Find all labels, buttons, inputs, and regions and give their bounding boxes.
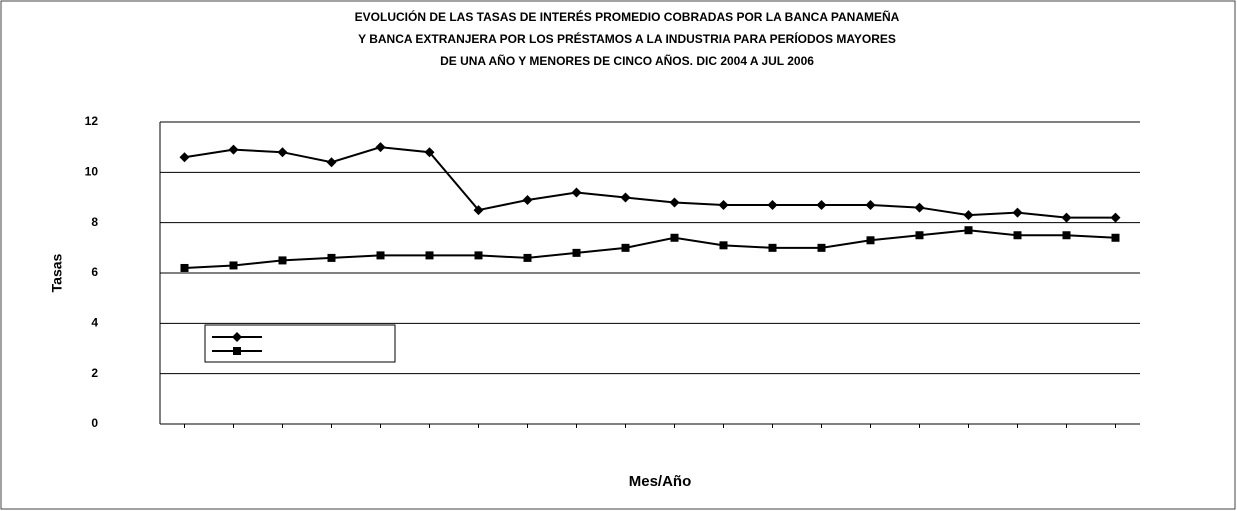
point (572, 248, 581, 257)
point (474, 251, 483, 260)
chart-title: EVOLUCIÓN DE LAS TASAS DE INTERÉS PROMED… (355, 9, 900, 24)
point (866, 236, 875, 245)
point (376, 251, 385, 260)
chart-title: DE UNA AÑO Y MENORES DE CINCO AÑOS. DIC … (440, 53, 814, 68)
point (1013, 231, 1022, 240)
point (473, 205, 484, 216)
y-tick-label: 8 (91, 215, 98, 229)
point (277, 147, 288, 158)
y-axis-label: Tasas (49, 253, 65, 292)
point (1062, 231, 1071, 240)
point (621, 243, 630, 252)
point (669, 197, 680, 208)
point (327, 253, 336, 262)
y-tick-label: 4 (91, 316, 98, 330)
point (179, 152, 190, 163)
y-tick-label: 6 (91, 265, 98, 279)
point (767, 200, 778, 211)
y-tick-label: 10 (85, 165, 99, 179)
series-line (184, 146, 1116, 219)
point (719, 241, 728, 250)
point (375, 142, 386, 153)
point (229, 261, 238, 270)
point (1012, 207, 1023, 218)
point (571, 187, 582, 198)
chart-title: Y BANCA EXTRANJERA POR LOS PRÉSTAMOS A L… (358, 31, 896, 46)
point (1111, 233, 1120, 242)
series-line (184, 229, 1116, 269)
point (424, 147, 435, 158)
legend-marker (233, 347, 241, 355)
legend-marker (232, 332, 242, 342)
point (865, 200, 876, 211)
point (1061, 212, 1072, 223)
legend (204, 324, 396, 363)
point (963, 210, 974, 221)
point (522, 195, 533, 206)
point (326, 157, 337, 168)
point (180, 263, 189, 272)
point (768, 243, 777, 252)
y-tick-label: 12 (85, 114, 99, 128)
point (620, 192, 631, 203)
point (228, 144, 239, 155)
y-tick-label: 2 (91, 366, 98, 380)
point (915, 231, 924, 240)
point (718, 200, 729, 211)
x-axis-label: Mes/Año (629, 473, 692, 490)
point (816, 200, 827, 211)
point (278, 256, 287, 265)
point (817, 243, 826, 252)
y-tick-label: 0 (91, 416, 98, 430)
point (964, 226, 973, 235)
point (523, 253, 532, 262)
point (425, 251, 434, 260)
point (1110, 212, 1121, 223)
point (914, 202, 925, 213)
point (670, 233, 679, 242)
